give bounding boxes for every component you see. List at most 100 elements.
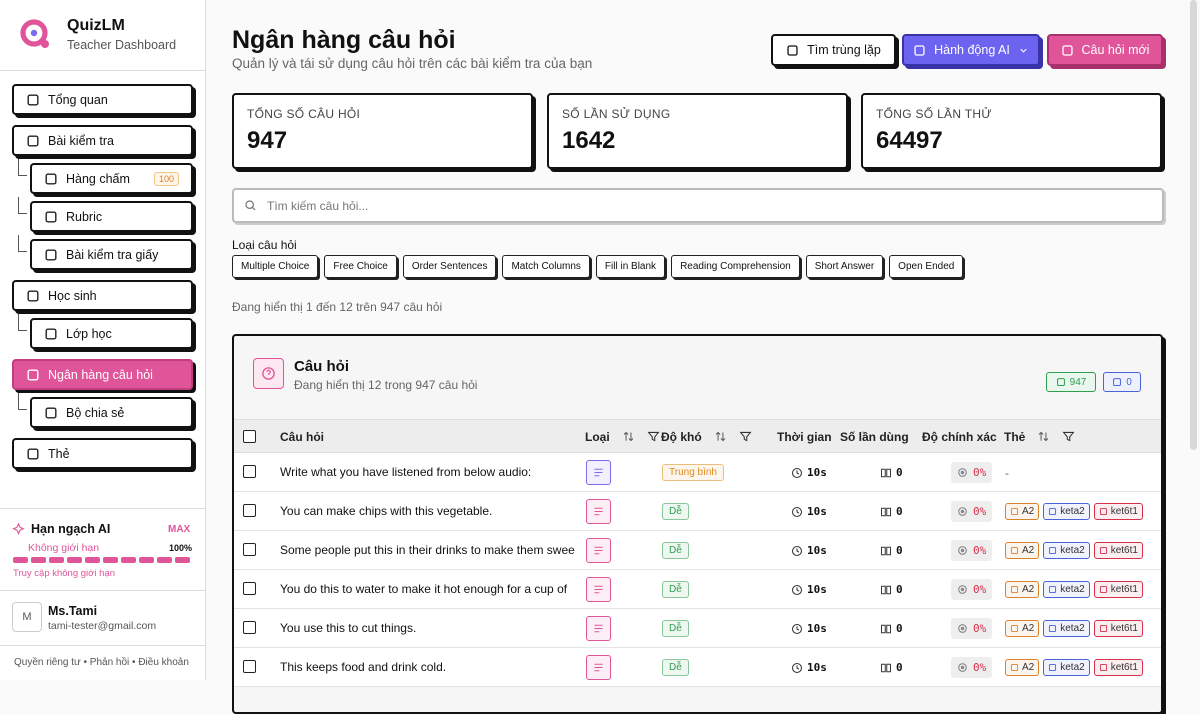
stat-label: SỐ LẦN SỬ DỤNG xyxy=(562,107,671,121)
nav-item[interactable]: Bộ chia sẻ xyxy=(18,393,193,428)
icon xyxy=(1062,431,1075,442)
tag[interactable]: ket6t1 xyxy=(1093,581,1143,598)
row-checkbox[interactable] xyxy=(243,543,256,556)
nav-item[interactable]: Rubric xyxy=(18,197,193,232)
nav-item[interactable]: Bài kiểm tra xyxy=(12,125,193,156)
filter-chip[interactable]: Fill in Blank xyxy=(595,255,666,278)
header-button[interactable]: Tìm trùng lặp xyxy=(771,34,896,66)
difficulty-badge: Dễ xyxy=(662,620,689,637)
accuracy-pill: 0% xyxy=(951,540,993,561)
tag[interactable]: keta2 xyxy=(1043,659,1090,676)
stat-card: TỔNG SỐ LẦN THỬ 64497 xyxy=(861,93,1162,169)
tag[interactable]: keta2 xyxy=(1043,542,1090,559)
filter-chip[interactable]: Order Sentences xyxy=(402,255,497,278)
nav-label: Bài kiểm tra xyxy=(48,133,114,148)
filter-chip[interactable]: Open Ended xyxy=(889,255,964,278)
icon xyxy=(739,431,752,442)
row-checkbox[interactable] xyxy=(243,465,256,478)
icon xyxy=(958,663,967,672)
stat-card: SỐ LẦN SỬ DỤNG 1642 xyxy=(547,93,848,169)
tag[interactable]: ket6t1 xyxy=(1093,542,1143,559)
header-button[interactable]: Câu hỏi mới xyxy=(1047,34,1163,66)
nav-item[interactable]: Lớp học xyxy=(18,314,193,349)
uses-value: 0 xyxy=(896,466,903,479)
select-all[interactable] xyxy=(243,430,256,443)
tag[interactable]: keta2 xyxy=(1043,503,1090,520)
type-icon xyxy=(586,538,611,563)
nav-label: Ngân hàng câu hỏi xyxy=(48,367,153,382)
nav-item[interactable]: Hàng chấm 100 xyxy=(18,159,193,194)
filter-chip[interactable]: Match Columns xyxy=(502,255,590,278)
tag[interactable]: keta2 xyxy=(1043,581,1090,598)
tag[interactable]: ket6t1 xyxy=(1093,503,1143,520)
question-text[interactable]: Some people put this in their drinks to … xyxy=(280,543,575,557)
filter-chip[interactable]: Short Answer xyxy=(805,255,884,278)
column-header: Số lần dùng xyxy=(840,420,909,453)
tag[interactable]: A2 xyxy=(1005,581,1040,598)
icon xyxy=(1099,624,1107,633)
column-header[interactable]: Thẻ xyxy=(1004,420,1075,453)
tag-label: A2 xyxy=(1022,623,1035,634)
avatar: M xyxy=(12,602,42,632)
tag[interactable]: keta2 xyxy=(1043,620,1090,637)
difficulty-badge: Dễ xyxy=(662,542,689,559)
header-button[interactable]: Hành động AI xyxy=(902,34,1040,66)
uses-value: 0 xyxy=(896,661,903,674)
question-text[interactable]: Write what you have listened from below … xyxy=(280,465,532,479)
tag[interactable]: ket6t1 xyxy=(1093,620,1143,637)
row-checkbox[interactable] xyxy=(243,504,256,517)
accuracy-pill: 0% xyxy=(951,618,993,639)
nav-item[interactable]: Học sinh xyxy=(12,280,193,311)
icon xyxy=(1049,624,1057,633)
table-row: You use this to cut things. Dễ 10s 0 0% A2 ket… xyxy=(234,609,1161,648)
accuracy-value: 0% xyxy=(973,661,987,674)
column-header[interactable]: Loại xyxy=(585,420,660,453)
stat-value: 64497 xyxy=(876,127,943,154)
question-text[interactable]: This keeps food and drink cold. xyxy=(280,660,447,674)
tag[interactable]: A2 xyxy=(1005,620,1040,637)
tag[interactable]: ket6t1 xyxy=(1093,659,1143,676)
row-checkbox[interactable] xyxy=(243,582,256,595)
footer-links[interactable]: Quyền riêng tư • Phản hồi • Điều khoản xyxy=(14,657,189,668)
nav-item[interactable]: Ngân hàng câu hỏi xyxy=(12,359,193,390)
question-text[interactable]: You use this to cut things. xyxy=(280,621,417,635)
tag[interactable]: A2 xyxy=(1005,659,1040,676)
tag-label: A2 xyxy=(1022,506,1035,517)
column-header: Thời gian xyxy=(777,420,832,453)
nav-item[interactable]: Thẻ xyxy=(12,438,193,469)
tag-label: keta2 xyxy=(1060,623,1085,634)
tags-cell: A2 keta2 ket6t1 xyxy=(1005,492,1143,531)
uses-cell: 0 xyxy=(880,648,903,687)
search-box[interactable]: Tìm kiếm câu hỏi... xyxy=(232,188,1164,223)
tag[interactable]: A2 xyxy=(1005,503,1040,520)
table-row: This keeps food and drink cold. Dễ 10s 0 0% A… xyxy=(234,648,1161,687)
tag-label: keta2 xyxy=(1060,545,1085,556)
filter-chip[interactable]: Free Choice xyxy=(324,255,397,278)
quota-segment xyxy=(67,557,82,563)
filter-chip[interactable]: Multiple Choice xyxy=(232,255,319,278)
filter-chip[interactable]: Reading Comprehension xyxy=(671,255,800,278)
count-badge: 0 xyxy=(1103,372,1141,392)
icon xyxy=(594,546,603,555)
quota-segment xyxy=(49,557,64,563)
question-text[interactable]: You do this to water to make it hot enou… xyxy=(280,582,568,596)
row-checkbox[interactable] xyxy=(243,660,256,673)
uses-cell: 0 xyxy=(880,609,903,648)
icon xyxy=(1049,585,1057,594)
stat-card: TỔNG SỐ CÂU HỎI 947 xyxy=(232,93,533,169)
uses-cell: 0 xyxy=(880,531,903,570)
tag-label: ket6t1 xyxy=(1110,662,1138,673)
user-email: tami-tester@gmail.com xyxy=(48,620,157,632)
nav-item[interactable]: Tổng quan xyxy=(12,84,193,115)
icon xyxy=(1010,507,1019,516)
accuracy-pill: 0% xyxy=(951,462,993,483)
tag[interactable]: A2 xyxy=(1005,542,1040,559)
divider xyxy=(0,70,205,71)
row-checkbox[interactable] xyxy=(243,621,256,634)
accuracy-value: 0% xyxy=(973,505,987,518)
question-text[interactable]: You can make chips with this vegetable. xyxy=(280,504,493,518)
table-header: Câu hỏi Loại Độ khó Thời gian Số lần dùng Độ … xyxy=(234,419,1161,453)
nav-item[interactable]: Bài kiểm tra giấy xyxy=(18,235,193,270)
column-header[interactable]: Độ khó xyxy=(661,420,752,453)
